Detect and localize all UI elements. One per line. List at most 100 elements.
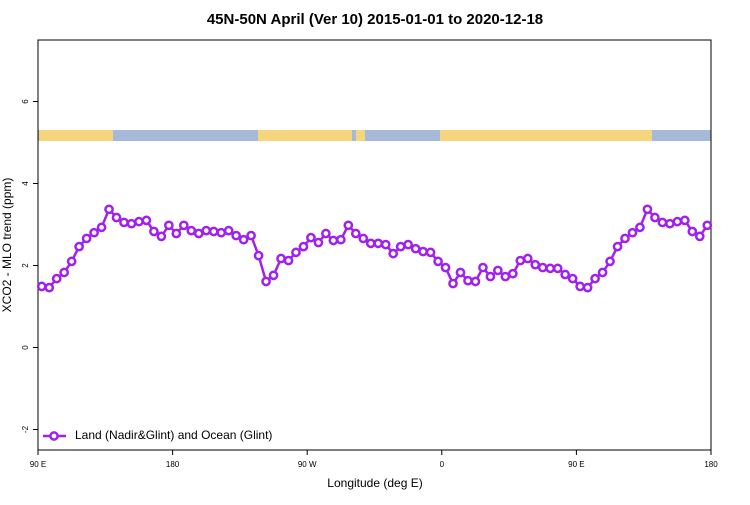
point (537, 262, 548, 273)
point (567, 273, 578, 284)
point (642, 204, 653, 215)
land-ocean-strip (38, 130, 711, 141)
point (44, 282, 55, 293)
plot-frame (37, 39, 712, 451)
point (126, 218, 137, 229)
x-tick-label: 180 (166, 460, 180, 469)
point (51, 273, 62, 284)
point (388, 248, 399, 259)
point (672, 216, 683, 227)
x-tick-label: 90 E (568, 460, 584, 469)
point (665, 218, 675, 229)
point (216, 227, 227, 238)
chart-title: 45N-50N April (Ver 10) 2015-01-01 to 202… (207, 11, 543, 28)
x-axis-label: Longitude (deg E) (327, 476, 422, 490)
point (149, 226, 159, 237)
point (470, 276, 481, 287)
point (208, 226, 219, 237)
point (298, 241, 309, 252)
point (440, 262, 451, 273)
point (119, 217, 129, 228)
point (321, 228, 331, 239)
point (597, 267, 608, 278)
point (605, 256, 615, 267)
point (134, 216, 144, 227)
point (403, 239, 413, 250)
x-tick-label: 90 E (30, 460, 46, 469)
x-tick-label: 0 (440, 460, 445, 469)
point (171, 228, 182, 239)
point (365, 238, 376, 249)
legend-label: Land (Nadir&Glint) and Ocean (Glint) (75, 428, 272, 442)
point (276, 253, 286, 264)
point (493, 265, 503, 276)
point (350, 228, 361, 239)
point (141, 215, 152, 226)
point (418, 246, 428, 257)
point (590, 273, 600, 284)
y-axis-label: XCO2 - MLO trend (ppm) (0, 178, 14, 313)
point (313, 237, 324, 248)
point (261, 276, 271, 287)
point (627, 227, 638, 238)
point (702, 220, 713, 231)
point (455, 267, 466, 278)
point (201, 225, 212, 236)
point (186, 225, 197, 236)
point (373, 238, 384, 249)
point (111, 212, 122, 223)
point (395, 241, 406, 252)
point (291, 247, 301, 258)
point (612, 241, 623, 252)
point (650, 212, 660, 223)
point (193, 228, 204, 239)
y-tick-label: 2 (21, 263, 30, 268)
point (425, 247, 436, 258)
point (552, 263, 563, 274)
point (545, 263, 556, 274)
point (500, 271, 511, 282)
point (336, 234, 346, 245)
point (507, 268, 518, 279)
point (485, 271, 496, 282)
y-tick-label: 4 (21, 181, 30, 186)
point (358, 233, 369, 244)
point (238, 234, 249, 245)
point (36, 281, 47, 292)
point (522, 253, 533, 264)
legend-marker (49, 431, 59, 441)
point (231, 230, 242, 241)
point (582, 282, 593, 293)
point (433, 256, 443, 267)
point (104, 204, 114, 215)
point (178, 220, 189, 231)
point (448, 278, 458, 289)
point (380, 239, 391, 250)
y-tick-label: 0 (21, 345, 30, 350)
point (156, 231, 167, 242)
y-tick-label: -2 (21, 425, 30, 433)
point (679, 215, 690, 226)
point (59, 267, 70, 278)
point (253, 250, 264, 261)
point (164, 220, 174, 231)
point (89, 227, 99, 238)
point (328, 235, 339, 246)
x-tick-label: 90 W (298, 460, 317, 469)
point (463, 275, 473, 286)
point (635, 222, 645, 233)
point (306, 232, 316, 243)
point (223, 225, 234, 236)
point (620, 233, 630, 244)
x-tick-label: 180 (704, 460, 718, 469)
y-tick-label: 6 (21, 99, 30, 104)
point (657, 217, 668, 228)
point (694, 231, 705, 242)
point (410, 243, 421, 254)
point (66, 256, 77, 267)
point (515, 255, 526, 266)
point (343, 220, 354, 231)
point (560, 269, 571, 280)
